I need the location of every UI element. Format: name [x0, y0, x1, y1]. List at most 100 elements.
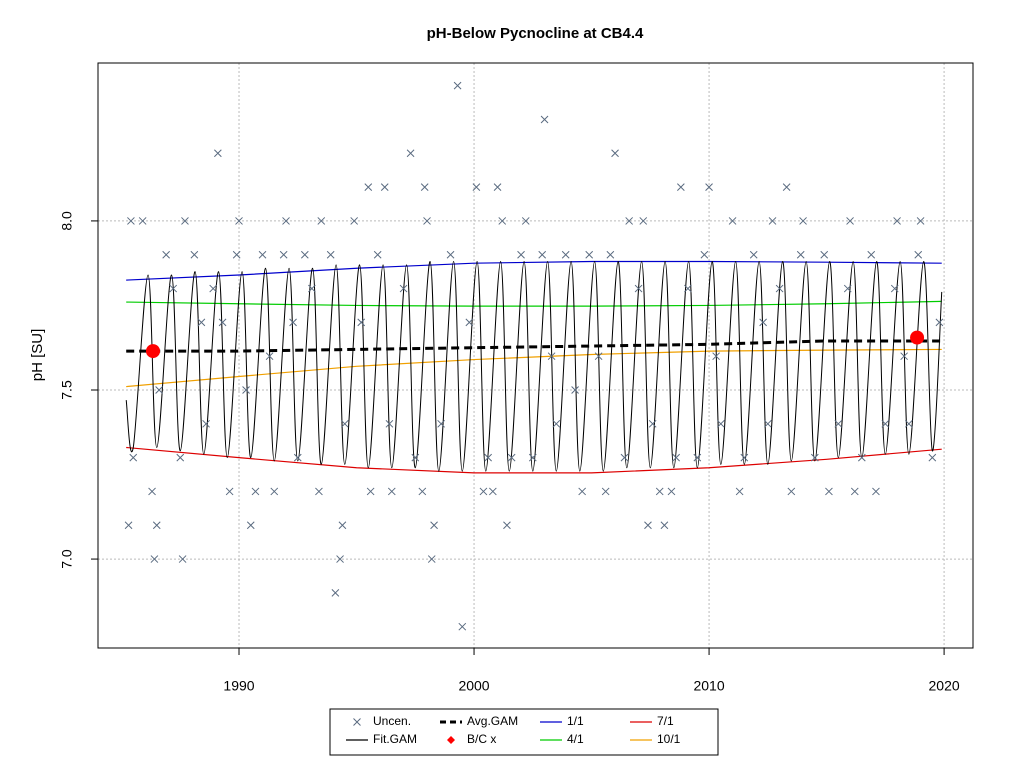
y-axis-label: pH [SU] — [29, 329, 46, 382]
point — [232, 250, 241, 259]
y-tick-label: 8.0 — [59, 211, 75, 231]
point — [225, 487, 234, 496]
point — [155, 386, 163, 394]
x-tick-label: 1990 — [223, 678, 254, 694]
point — [677, 183, 685, 191]
point — [655, 487, 664, 496]
legend-box — [329, 708, 719, 756]
point — [488, 487, 497, 496]
point — [129, 453, 138, 462]
point — [498, 217, 507, 225]
y-tick-label: 7.5 — [59, 380, 75, 400]
point — [787, 487, 796, 496]
legend-item: Avg.GAM — [440, 714, 518, 728]
point — [138, 217, 147, 225]
legend-label: Avg.GAM — [467, 714, 518, 728]
point — [338, 521, 347, 530]
point — [672, 453, 681, 462]
line — [126, 446, 942, 474]
point — [190, 250, 199, 259]
point — [552, 419, 561, 428]
line — [126, 348, 942, 388]
point — [620, 453, 629, 462]
point — [453, 81, 462, 90]
point — [336, 555, 344, 563]
point — [197, 318, 206, 327]
point — [660, 521, 669, 530]
point — [484, 453, 492, 462]
point — [561, 250, 570, 259]
point — [735, 487, 744, 496]
point — [465, 318, 474, 327]
point — [150, 555, 159, 563]
legend-item: 10/1 — [630, 732, 681, 746]
legend-item: 4/1 — [540, 732, 584, 746]
point — [782, 183, 791, 191]
point — [218, 318, 227, 327]
point — [282, 217, 290, 225]
point — [728, 217, 737, 225]
point — [251, 487, 260, 496]
point — [850, 487, 859, 496]
point — [881, 419, 890, 428]
point — [507, 453, 516, 462]
x-tick-label: 2000 — [458, 678, 489, 694]
point — [423, 217, 431, 225]
point — [693, 453, 702, 462]
point — [601, 487, 610, 496]
point — [667, 487, 676, 496]
point — [768, 217, 777, 225]
point — [479, 487, 488, 496]
point — [578, 487, 587, 496]
point — [935, 318, 944, 327]
point — [258, 250, 267, 259]
point — [716, 419, 725, 428]
legend-label: 7/1 — [657, 714, 674, 728]
point — [810, 453, 819, 462]
plot-area — [124, 81, 944, 631]
point — [890, 284, 899, 293]
point — [872, 487, 880, 496]
point — [357, 318, 366, 327]
point — [910, 330, 925, 345]
point — [242, 386, 250, 394]
point — [571, 386, 579, 394]
point — [385, 419, 394, 428]
point — [145, 344, 160, 359]
point — [503, 521, 511, 530]
point — [648, 419, 657, 428]
x-tick-label: 2010 — [693, 678, 724, 694]
point — [712, 352, 720, 361]
point — [209, 284, 218, 293]
point — [317, 217, 326, 225]
point — [914, 250, 923, 259]
y-tick-label: 7.0 — [59, 549, 75, 569]
legend: Uncen. Fit.GAM Avg.GAM B/C x 1/1 4/1 7/1 10/1 — [329, 708, 719, 756]
x-tick-label: 2020 — [929, 678, 960, 694]
point — [867, 250, 876, 259]
point — [611, 149, 619, 158]
point — [796, 250, 805, 259]
point — [904, 419, 913, 428]
point — [528, 453, 537, 462]
legend-item: Uncen. — [353, 714, 411, 728]
point — [700, 250, 709, 259]
point — [458, 622, 467, 631]
point — [430, 521, 438, 530]
point — [235, 217, 243, 225]
point — [176, 453, 185, 462]
point — [893, 217, 901, 225]
point — [387, 487, 396, 496]
point — [472, 183, 481, 191]
point — [843, 284, 852, 293]
point — [279, 250, 288, 259]
point — [148, 487, 156, 496]
point — [293, 453, 302, 462]
point — [799, 217, 807, 225]
legend-item: 7/1 — [630, 714, 674, 728]
point — [366, 487, 375, 496]
point — [373, 250, 382, 259]
point — [418, 487, 427, 496]
line — [125, 260, 943, 472]
point — [300, 250, 309, 259]
